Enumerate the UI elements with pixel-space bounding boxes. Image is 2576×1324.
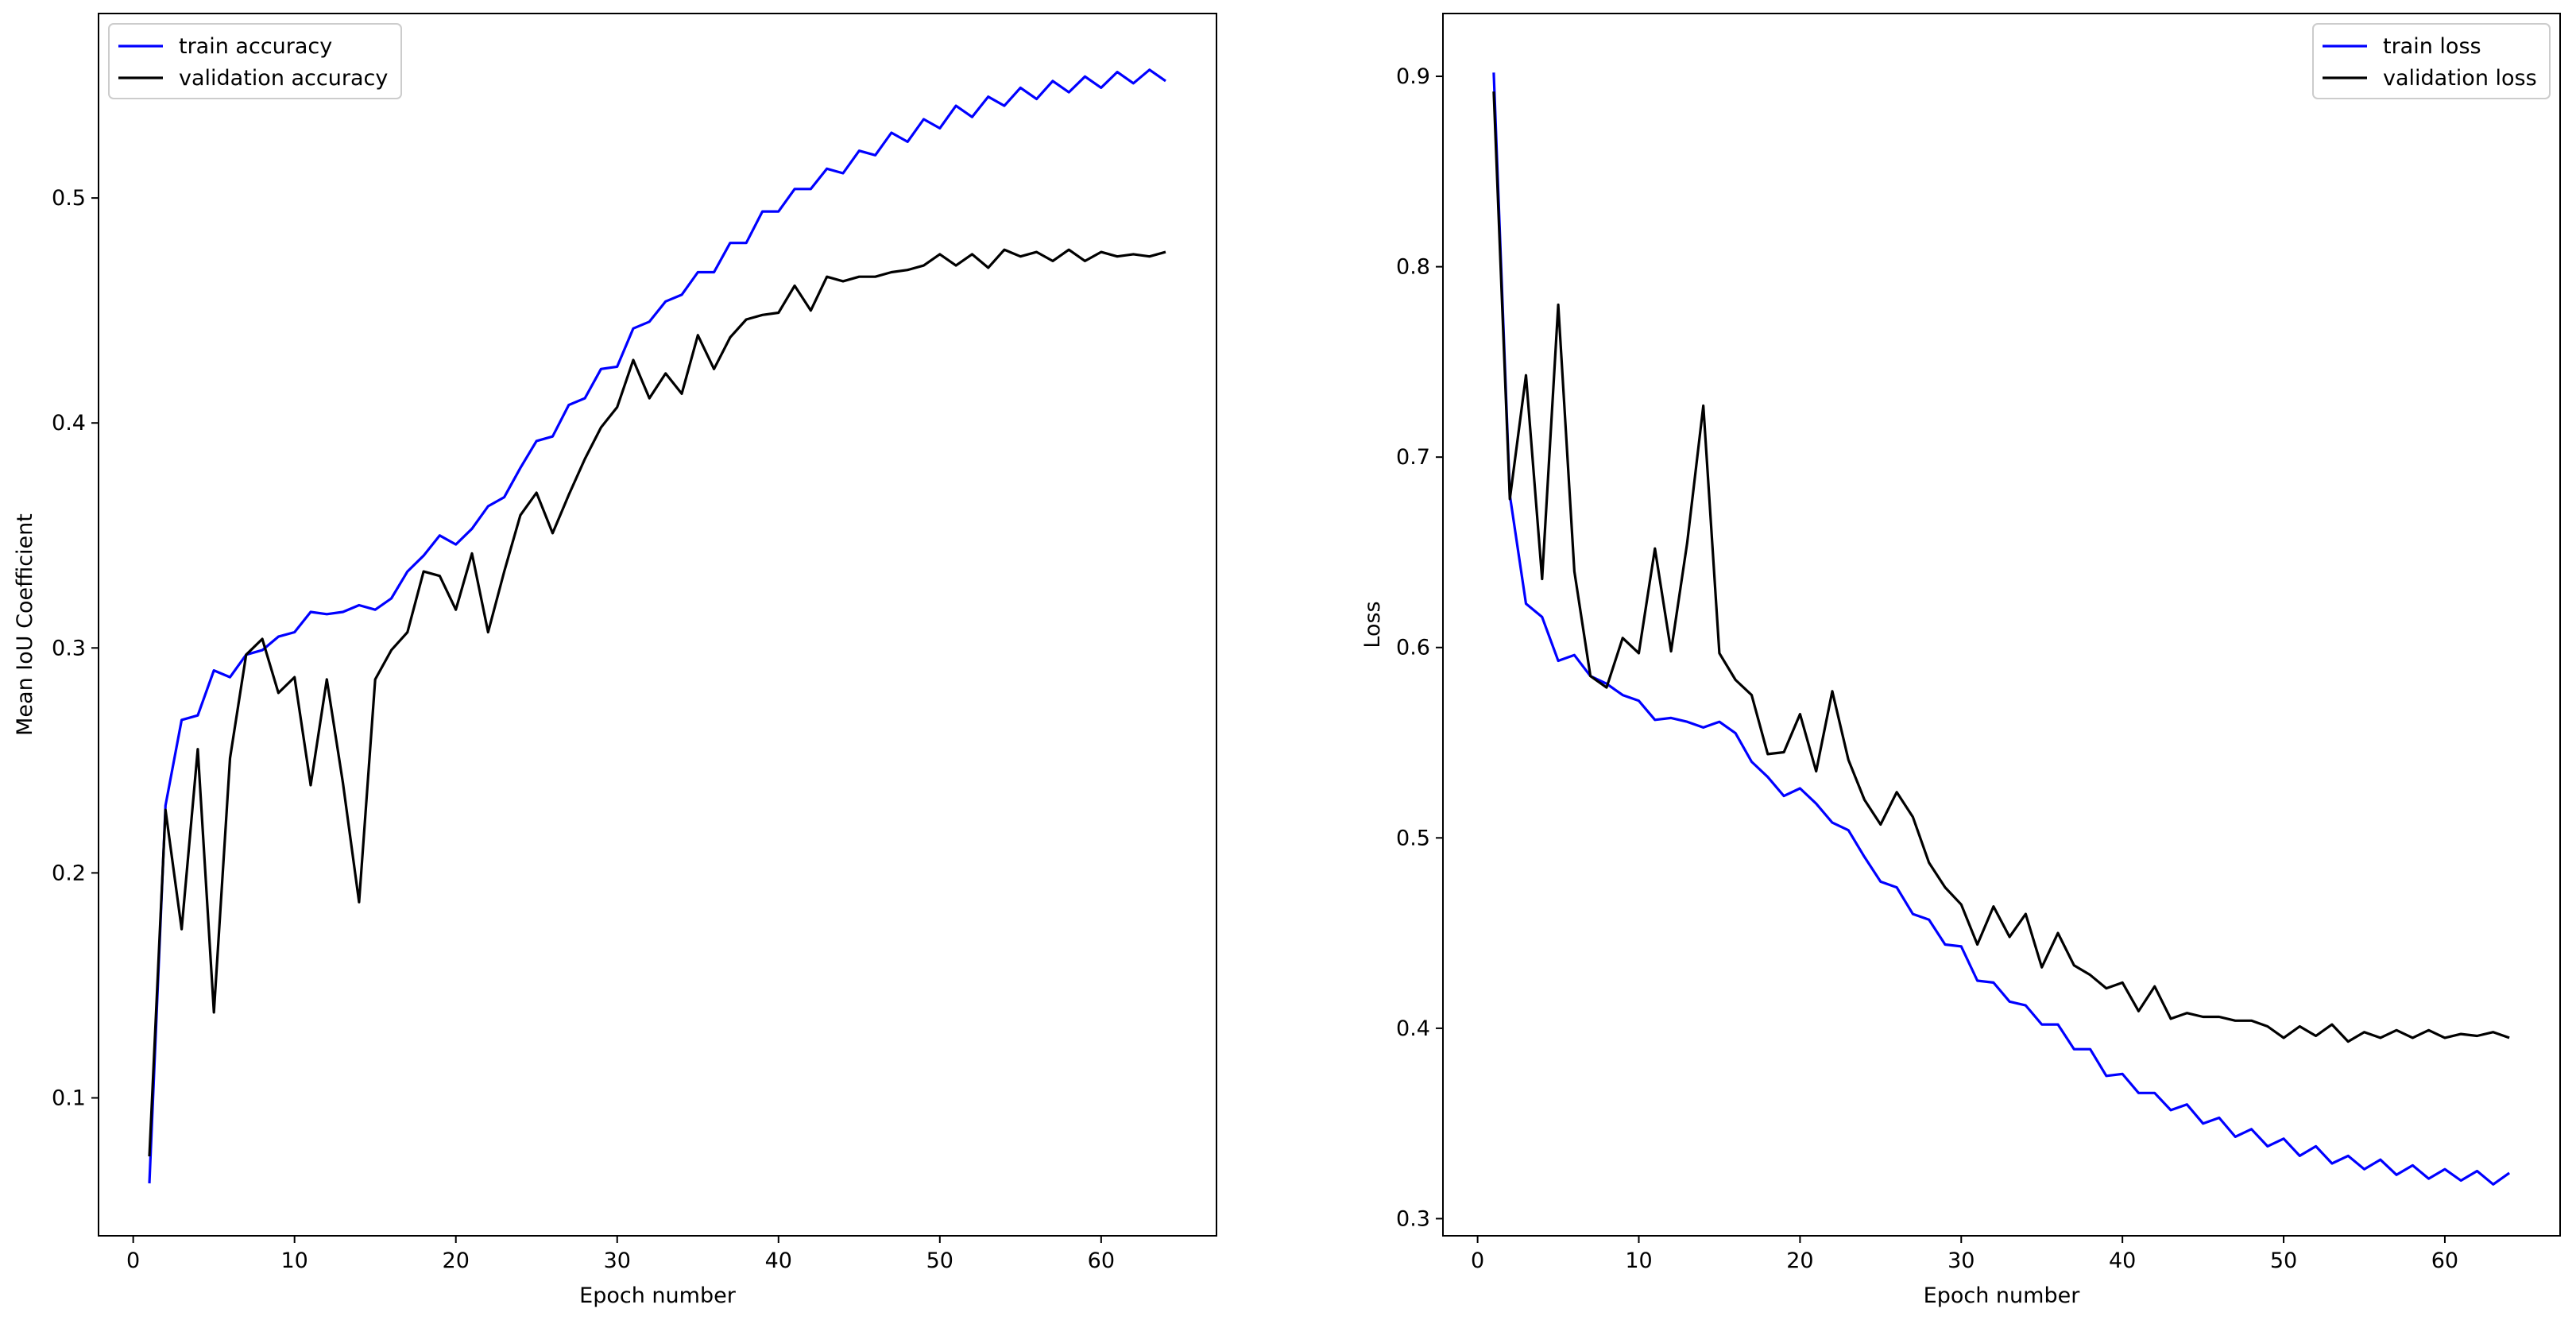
y-tick: 0.5 bbox=[52, 186, 99, 211]
x-tick: 0 bbox=[126, 1236, 140, 1273]
x-tick: 40 bbox=[2109, 1236, 2136, 1273]
y-tick: 0.5 bbox=[1396, 826, 1443, 850]
legend-box bbox=[108, 23, 402, 99]
y-tick: 0.2 bbox=[52, 861, 99, 885]
x-tick: 10 bbox=[281, 1236, 308, 1273]
x-tick-label: 30 bbox=[604, 1249, 631, 1273]
x-tick-label: 10 bbox=[1625, 1249, 1652, 1273]
y-tick-label: 0.3 bbox=[52, 636, 86, 660]
x-tick-label: 30 bbox=[1947, 1249, 1975, 1273]
legend-box bbox=[2312, 23, 2551, 99]
legend-label: validation loss bbox=[2383, 66, 2537, 91]
x-tick-label: 60 bbox=[1088, 1249, 1115, 1273]
legend: train accuracy validation accuracy bbox=[108, 23, 402, 99]
x-tick: 50 bbox=[2270, 1236, 2297, 1273]
y-axis-label: Loss bbox=[1360, 601, 1385, 648]
legend-label: train loss bbox=[2383, 34, 2481, 59]
x-tick: 20 bbox=[443, 1236, 470, 1273]
y-tick-label: 0.9 bbox=[1396, 64, 1430, 89]
x-tick: 30 bbox=[604, 1236, 631, 1273]
legend: train loss validation loss bbox=[2312, 23, 2551, 99]
y-tick-label: 0.5 bbox=[52, 186, 86, 211]
axes-frame bbox=[1442, 13, 2561, 1237]
x-tick-label: 50 bbox=[2270, 1249, 2297, 1273]
y-tick: 0.9 bbox=[1396, 64, 1443, 89]
x-tick-label: 0 bbox=[1471, 1249, 1484, 1273]
x-tick: 30 bbox=[1947, 1236, 1975, 1273]
y-tick-label: 0.4 bbox=[52, 411, 86, 436]
x-tick: 50 bbox=[926, 1236, 953, 1273]
x-tick-label: 0 bbox=[126, 1249, 140, 1273]
x-tick: 0 bbox=[1471, 1236, 1484, 1273]
y-tick: 0.3 bbox=[52, 636, 99, 660]
axes-frame bbox=[98, 13, 1217, 1237]
y-tick-label: 0.2 bbox=[52, 861, 86, 885]
x-axis-label: Epoch number bbox=[579, 1283, 737, 1308]
x-tick-label: 10 bbox=[281, 1249, 308, 1273]
y-tick: 0.1 bbox=[52, 1086, 99, 1110]
y-tick: 0.6 bbox=[1396, 636, 1443, 660]
y-tick: 0.3 bbox=[1396, 1206, 1443, 1231]
y-tick-label: 0.8 bbox=[1396, 255, 1430, 280]
y-tick: 0.7 bbox=[1396, 445, 1443, 470]
x-tick-label: 40 bbox=[765, 1249, 792, 1273]
y-axis-label: Mean IoU Coefficient bbox=[13, 513, 37, 736]
legend-label: train accuracy bbox=[179, 34, 332, 59]
y-tick-label: 0.1 bbox=[52, 1086, 86, 1110]
x-tick: 10 bbox=[1625, 1236, 1653, 1273]
series-line-train-loss bbox=[1492, 72, 2511, 1186]
series-line-validation-accuracy bbox=[148, 248, 1166, 1157]
y-tick-label: 0.6 bbox=[1396, 636, 1430, 660]
x-tick: 20 bbox=[1786, 1236, 1814, 1273]
legend-label: validation accuracy bbox=[179, 66, 388, 91]
x-tick-label: 20 bbox=[1786, 1249, 1813, 1273]
chart-loss: 0 10 20 30 40 50 60 0.3 0.4 0.5 0.6 0.7 0.8 0.9 Epoch … bbox=[1360, 13, 2561, 1308]
y-tick-label: 0.7 bbox=[1396, 445, 1430, 470]
x-axis-label: Epoch number bbox=[1924, 1283, 2081, 1308]
series-line-validation-loss bbox=[1492, 91, 2510, 1043]
y-tick: 0.8 bbox=[1396, 255, 1443, 280]
y-tick-label: 0.4 bbox=[1396, 1016, 1430, 1041]
chart-accuracy: 0 10 20 30 40 50 60 0.1 0.2 0.3 0.4 0.5 Epoch number… bbox=[13, 13, 1217, 1308]
series-line-train-accuracy bbox=[148, 68, 1166, 1184]
x-tick-label: 20 bbox=[443, 1249, 470, 1273]
y-tick: 0.4 bbox=[52, 411, 99, 436]
x-tick: 60 bbox=[2431, 1236, 2458, 1273]
x-tick-label: 50 bbox=[926, 1249, 953, 1273]
y-tick-label: 0.5 bbox=[1396, 826, 1430, 850]
y-tick-label: 0.3 bbox=[1396, 1206, 1430, 1231]
x-tick-label: 60 bbox=[2431, 1249, 2458, 1273]
x-tick-label: 40 bbox=[2109, 1249, 2136, 1273]
x-tick: 40 bbox=[765, 1236, 792, 1273]
y-tick: 0.4 bbox=[1396, 1016, 1443, 1041]
x-tick: 60 bbox=[1088, 1236, 1115, 1273]
